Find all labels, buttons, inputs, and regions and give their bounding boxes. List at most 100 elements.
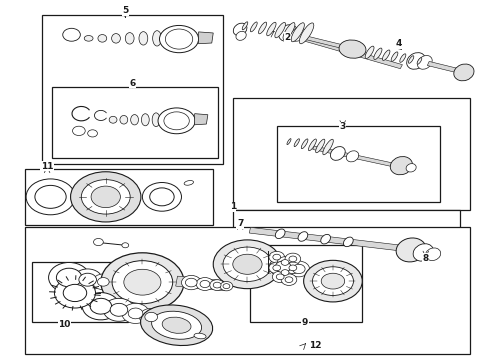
Ellipse shape (299, 23, 314, 44)
Ellipse shape (128, 308, 143, 319)
Ellipse shape (396, 238, 426, 262)
Ellipse shape (141, 305, 213, 346)
Ellipse shape (26, 179, 75, 215)
Ellipse shape (125, 33, 134, 44)
Ellipse shape (323, 139, 333, 155)
Ellipse shape (73, 269, 102, 291)
Ellipse shape (242, 22, 248, 30)
Ellipse shape (181, 275, 201, 290)
Text: 2: 2 (284, 33, 291, 42)
Ellipse shape (142, 114, 149, 126)
Ellipse shape (267, 22, 276, 36)
Ellipse shape (213, 240, 282, 289)
Ellipse shape (301, 139, 308, 149)
Ellipse shape (163, 112, 171, 127)
Ellipse shape (281, 270, 289, 275)
Ellipse shape (120, 116, 128, 124)
Ellipse shape (289, 265, 297, 271)
Ellipse shape (391, 52, 398, 62)
Ellipse shape (196, 278, 214, 291)
Ellipse shape (273, 254, 281, 260)
Bar (32, 262, 128, 321)
Ellipse shape (94, 238, 103, 246)
Ellipse shape (213, 282, 221, 288)
Polygon shape (195, 114, 208, 125)
Ellipse shape (407, 53, 425, 69)
Ellipse shape (289, 256, 297, 262)
Polygon shape (283, 31, 402, 69)
Ellipse shape (321, 234, 330, 244)
Ellipse shape (109, 116, 117, 123)
Ellipse shape (269, 251, 285, 263)
Text: 3: 3 (340, 122, 346, 131)
Ellipse shape (283, 23, 295, 40)
Polygon shape (313, 146, 397, 167)
Polygon shape (249, 228, 402, 251)
Ellipse shape (159, 26, 198, 53)
Text: 5: 5 (122, 6, 128, 15)
Text: 12: 12 (309, 341, 321, 350)
Ellipse shape (124, 269, 161, 295)
Ellipse shape (122, 303, 149, 323)
Ellipse shape (223, 284, 230, 289)
Bar (233, 211, 460, 257)
Ellipse shape (73, 126, 85, 135)
Ellipse shape (259, 22, 267, 34)
Text: 4: 4 (396, 39, 402, 48)
Ellipse shape (101, 253, 184, 312)
Ellipse shape (250, 22, 257, 32)
Ellipse shape (91, 186, 121, 208)
Polygon shape (427, 62, 466, 75)
Ellipse shape (409, 56, 414, 63)
Ellipse shape (184, 180, 194, 185)
Ellipse shape (110, 303, 128, 316)
Ellipse shape (145, 312, 158, 321)
Ellipse shape (277, 267, 293, 278)
Ellipse shape (291, 23, 304, 42)
Ellipse shape (98, 35, 107, 42)
Ellipse shape (56, 268, 82, 287)
Bar (233, 98, 470, 211)
Ellipse shape (233, 254, 262, 274)
Ellipse shape (390, 157, 413, 175)
Ellipse shape (269, 262, 285, 274)
Ellipse shape (275, 22, 286, 38)
Ellipse shape (185, 278, 197, 287)
Ellipse shape (49, 262, 90, 293)
Ellipse shape (81, 180, 130, 214)
Ellipse shape (153, 31, 161, 46)
Ellipse shape (285, 262, 301, 274)
Ellipse shape (293, 264, 305, 274)
Ellipse shape (291, 27, 305, 41)
Text: 7: 7 (237, 219, 244, 228)
Ellipse shape (220, 282, 233, 291)
Ellipse shape (71, 172, 141, 222)
Ellipse shape (275, 229, 285, 239)
Ellipse shape (98, 278, 109, 286)
Text: 9: 9 (302, 318, 308, 327)
Ellipse shape (210, 280, 224, 291)
Ellipse shape (272, 271, 288, 283)
Bar (52, 87, 218, 158)
Ellipse shape (276, 274, 284, 280)
Ellipse shape (139, 32, 148, 45)
Ellipse shape (454, 64, 474, 81)
Ellipse shape (164, 112, 189, 130)
Ellipse shape (54, 278, 96, 308)
Ellipse shape (162, 317, 191, 333)
Ellipse shape (82, 293, 120, 320)
Text: 11: 11 (41, 162, 53, 171)
Ellipse shape (343, 237, 353, 247)
Ellipse shape (413, 244, 434, 261)
Ellipse shape (93, 274, 114, 290)
Ellipse shape (165, 29, 193, 49)
Ellipse shape (281, 260, 289, 265)
Text: 10: 10 (58, 320, 71, 329)
Ellipse shape (281, 274, 297, 285)
Ellipse shape (374, 48, 382, 59)
Ellipse shape (287, 139, 291, 145)
Ellipse shape (417, 58, 422, 64)
Ellipse shape (200, 280, 210, 288)
Ellipse shape (90, 298, 112, 314)
Ellipse shape (346, 151, 359, 162)
